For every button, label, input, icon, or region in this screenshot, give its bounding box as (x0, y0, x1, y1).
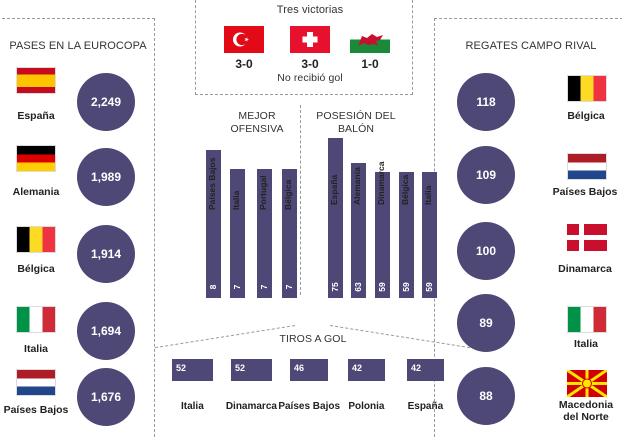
dribbles-value-1: 109 (457, 146, 515, 204)
dribbles-value-4: 88 (457, 367, 515, 425)
offense-value-label: 7 (284, 284, 294, 290)
possession-bar (375, 171, 390, 298)
offense-title: MEJOR OFENSIVA (230, 110, 284, 135)
shots-category-label: Dinamarca (225, 401, 277, 412)
offense-bar (282, 168, 297, 298)
offense-bar (230, 168, 245, 298)
passes-title: PASES EN LA EUROCOPA (9, 40, 147, 52)
possession-value-label: 75 (330, 282, 340, 292)
dribbles-value-0: 118 (457, 73, 515, 131)
passes-country-1: Alemania (12, 186, 60, 198)
dribbles-country-3: Italia (574, 338, 598, 350)
passes-country-2: Bélgica (17, 263, 55, 275)
italy-flag-icon (567, 306, 607, 333)
italy-flag-icon (16, 306, 56, 333)
dribbles-country-0: Bélgica (567, 110, 605, 122)
possession-bar (422, 171, 437, 298)
passes-value-3: 1,694 (77, 302, 135, 360)
offense-category-label: Países Bajos (207, 157, 217, 210)
shots-value-label: 52 (235, 363, 246, 373)
possession-category-label: Italia (423, 185, 433, 205)
victories-subtitle: No recibió gol (277, 72, 343, 84)
score-switzerland: 3-0 (301, 57, 319, 71)
shots-value-label: 42 (352, 363, 363, 373)
offense-category-label: Italia (231, 190, 241, 210)
possession-value-label: 63 (353, 282, 363, 292)
wales-flag-icon (350, 26, 390, 53)
score-wales: 1-0 (361, 57, 379, 71)
possession-bar (328, 137, 343, 298)
shots-bar (348, 359, 385, 381)
shots-bar (231, 359, 272, 381)
dribbles-value-2: 100 (457, 222, 515, 280)
offense-bar (257, 168, 272, 298)
ofensiva-border (200, 105, 301, 295)
dribbles-country-4: Macedonia del Norte (558, 399, 614, 423)
passes-country-0: España (17, 110, 55, 122)
top-panel-border (195, 0, 413, 95)
offense-value-label: 8 (208, 284, 218, 290)
passes-country-4: Países Bajos (3, 404, 69, 416)
turkey-flag-icon (224, 26, 264, 53)
left-panel-border (2, 18, 155, 437)
shots-value-label: 52 (176, 363, 187, 373)
shots-value-label: 46 (294, 363, 305, 373)
possession-value-label: 59 (377, 282, 387, 292)
possession-category-label: Bélgica (400, 174, 410, 205)
passes-value-0: 2,249 (77, 73, 135, 131)
spain-flag-icon (16, 67, 56, 94)
belgium-flag-icon (567, 75, 607, 102)
possession-category-label: Dinamarca (376, 161, 386, 205)
possession-category-label: Alemania (352, 167, 362, 205)
switzerland-flag-icon (290, 26, 330, 53)
shots-category-label: Italia (180, 401, 204, 412)
possession-bar (399, 171, 414, 298)
belgium-flag-icon (16, 226, 56, 253)
offense-value-label: 7 (259, 284, 269, 290)
shots-category-label: España (407, 401, 444, 412)
offense-category-label: Bélgica (283, 179, 293, 210)
possession-category-label: España (329, 174, 339, 205)
passes-value-4: 1,676 (77, 368, 135, 426)
possession-value-label: 59 (401, 282, 411, 292)
netherlands-flag-icon (16, 369, 56, 396)
shots-bar (172, 359, 213, 381)
shots-bar (290, 359, 329, 381)
offense-bar (206, 150, 221, 298)
possession-bar (351, 163, 366, 298)
dribbles-country-1: Países Bajos (552, 186, 618, 198)
offense-category-label: Portugal (258, 175, 268, 210)
north-macedonia-flag-icon (566, 368, 608, 399)
score-turkey: 3-0 (235, 57, 253, 71)
possession-title: POSESIÓN DEL BALÓN (316, 110, 396, 135)
dribbles-value-3: 89 (457, 294, 515, 352)
shots-category-label: Polonia (348, 401, 385, 412)
dribbles-country-2: Dinamarca (558, 263, 612, 275)
shots-value-label: 42 (411, 363, 422, 373)
possession-value-label: 59 (424, 282, 434, 292)
passes-country-3: Italia (24, 343, 48, 355)
shots-title: TIROS A GOL (279, 333, 347, 345)
passes-value-1: 1,989 (77, 148, 135, 206)
shots-category-label: Países Bajos (278, 401, 341, 412)
netherlands-flag-icon (567, 153, 607, 180)
shots-bar (407, 359, 444, 381)
dribbles-title: REGATES CAMPO RIVAL (465, 40, 597, 52)
denmark-flag-icon (567, 224, 607, 251)
victories-title: Tres victorias (276, 4, 344, 16)
germany-flag-icon (16, 145, 56, 172)
offense-value-label: 7 (232, 284, 242, 290)
passes-value-2: 1,914 (77, 225, 135, 283)
